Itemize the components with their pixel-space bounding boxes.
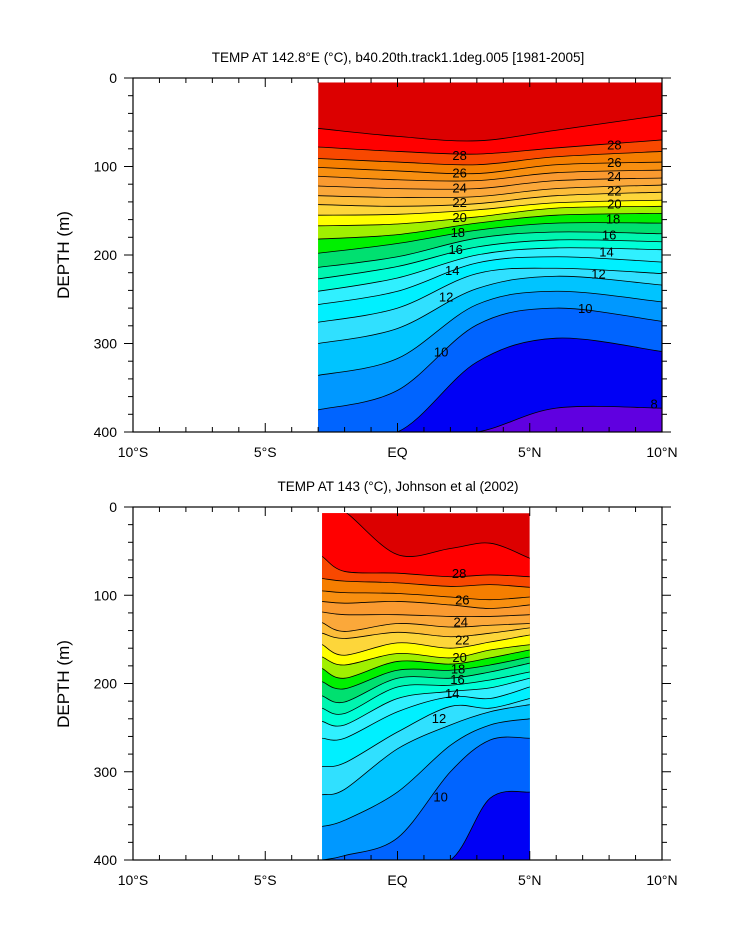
y-tick-label: 300 <box>94 764 118 780</box>
contour-label: 22 <box>452 195 466 210</box>
contour-label: 10 <box>434 344 448 359</box>
contour-field: 2826242220181614121028262422201816141210… <box>318 82 662 433</box>
isotherm-9 <box>322 790 530 860</box>
y-tick-label: 400 <box>94 852 118 868</box>
isotherm-13 <box>322 698 530 768</box>
contour-label: 20 <box>452 650 466 665</box>
panel-title: TEMP AT 143 (°C), Johnson et al (2002) <box>277 479 518 494</box>
x-tick-label: 10°S <box>118 444 149 460</box>
contour-label: 18 <box>451 661 465 676</box>
x-tick-label: 5°N <box>518 444 542 460</box>
isotherm-20 <box>322 644 530 666</box>
isotherm-23 <box>322 622 530 632</box>
x-tick-label: 10°S <box>118 872 149 888</box>
isotherm-13 <box>318 267 662 323</box>
contour-label: 10 <box>433 789 447 804</box>
contour-label: 18 <box>606 212 620 227</box>
isotherm-9 <box>318 337 662 433</box>
contour-label: 14 <box>445 686 459 701</box>
isotherm-28 <box>322 555 530 578</box>
isotherm-16 <box>318 239 662 280</box>
isotherm-15 <box>318 247 662 292</box>
temperature-band-below-8 <box>318 406 662 433</box>
contour-label: 24 <box>607 169 621 184</box>
contour-label: 16 <box>448 242 462 257</box>
isotherm-14 <box>322 686 530 741</box>
contour-label: 22 <box>455 632 469 647</box>
y-tick-label: 400 <box>94 424 118 440</box>
x-tick-label: EQ <box>387 872 407 888</box>
y-tick-label: 300 <box>94 336 118 352</box>
contour-label: 24 <box>453 615 467 630</box>
isotherm-10 <box>318 307 662 411</box>
y-tick-label: 0 <box>109 499 117 515</box>
x-tick-label: 5°S <box>254 444 277 460</box>
contour-label: 12 <box>591 267 605 282</box>
contour-label: 10 <box>578 301 592 316</box>
isotherm-12 <box>318 275 662 344</box>
contour-label: 16 <box>602 228 616 243</box>
contour-label: 12 <box>432 711 446 726</box>
contour-label: 14 <box>445 263 459 278</box>
x-tick-label: 10°N <box>646 444 677 460</box>
x-tick-label: 5°S <box>254 872 277 888</box>
y-tick-label: 100 <box>94 587 118 603</box>
panel-title: TEMP AT 142.8°E (°C), b40.20th.track1.1d… <box>212 50 585 65</box>
y-tick-label: 200 <box>94 676 118 692</box>
isotherm-11 <box>322 718 530 827</box>
contour-label: 28 <box>452 148 466 163</box>
contour-label: 26 <box>607 155 621 170</box>
isotherm-16 <box>322 671 530 715</box>
contour-label: 12 <box>439 290 453 305</box>
y-tick-label: 100 <box>94 159 118 175</box>
isotherm-11 <box>318 290 662 376</box>
contour-label: 24 <box>452 181 466 196</box>
y-axis-label: DEPTH (m) <box>54 640 73 728</box>
isotherm-24 <box>322 611 530 618</box>
x-tick-label: 10°N <box>646 872 677 888</box>
temperature-band-below-9 <box>322 791 530 860</box>
model-temperature-panel: TEMP AT 142.8°E (°C), b40.20th.track1.1d… <box>54 50 678 460</box>
x-tick-label: EQ <box>387 444 407 460</box>
contour-label: 28 <box>452 566 466 581</box>
isotherm-15 <box>322 677 530 727</box>
isotherm-17 <box>318 231 662 268</box>
isotherm-19 <box>322 649 530 679</box>
isotherm-25 <box>322 601 530 609</box>
contour-label: 26 <box>452 166 466 181</box>
isotherm-27 <box>322 578 530 588</box>
isotherm-26 <box>322 590 530 601</box>
contour-label: 20 <box>452 210 466 225</box>
isotherm-18 <box>322 656 530 690</box>
contour-label: 26 <box>455 593 469 608</box>
y-axis-label: DEPTH (m) <box>54 211 73 299</box>
contour-label: 20 <box>607 197 621 212</box>
contour-label: 8 <box>650 397 657 412</box>
y-tick-label: 0 <box>109 70 117 86</box>
y-tick-label: 200 <box>94 247 118 263</box>
observed-temperature-panel: TEMP AT 143 (°C), Johnson et al (2002) D… <box>54 479 678 888</box>
contour-label: 22 <box>607 183 621 198</box>
x-tick-label: 5°N <box>518 872 542 888</box>
isotherm-17 <box>322 662 530 704</box>
isotherm-21 <box>322 634 530 656</box>
isotherm-29 <box>346 513 530 559</box>
contour-label: 16 <box>450 672 464 687</box>
contour-label: 28 <box>607 137 621 152</box>
isotherm-12 <box>322 704 530 796</box>
isotherm-14 <box>318 256 662 305</box>
isotherm-22 <box>322 627 530 639</box>
contour-label: 14 <box>599 244 613 259</box>
contour-label: 18 <box>451 225 465 240</box>
